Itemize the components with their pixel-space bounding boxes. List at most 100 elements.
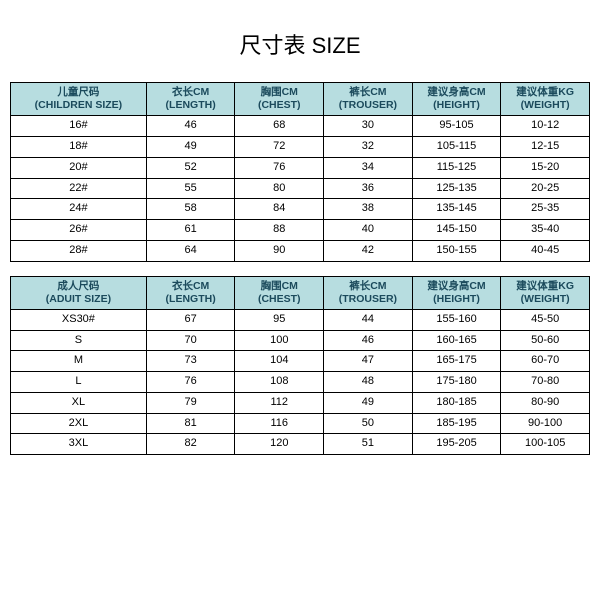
table-cell: 51: [324, 434, 413, 455]
table-row: L7610848175-18070-80: [11, 372, 590, 393]
table-cell: 84: [235, 199, 324, 220]
table-cell: 160-165: [412, 330, 501, 351]
table-cell: 90: [235, 240, 324, 261]
table-cell: 150-155: [412, 240, 501, 261]
children-tbody: 16#46683095-10510-1218#497232105-11512-1…: [11, 116, 590, 261]
table-cell: 46: [324, 330, 413, 351]
table-cell: 12-15: [501, 137, 590, 158]
table-cell: 95: [235, 309, 324, 330]
table-cell: 3XL: [11, 434, 147, 455]
page-title: 尺寸表 SIZE: [239, 28, 360, 60]
table-cell: 30: [324, 116, 413, 137]
table-cell: S: [11, 330, 147, 351]
table-cell: 80-90: [501, 392, 590, 413]
table-cell: 34: [324, 157, 413, 178]
table-row: 20#527634115-12515-20: [11, 157, 590, 178]
table-row: 26#618840145-15035-40: [11, 220, 590, 241]
table-header-row: 儿童尺码(CHILDREN SIZE) 衣长CM(LENGTH) 胸围CM(CH…: [11, 83, 590, 116]
table-row: 2XL8111650185-19590-100: [11, 413, 590, 434]
table-cell: 68: [235, 116, 324, 137]
col-weight: 建议体重KG(WEIGHT): [501, 276, 590, 309]
table-cell: 60-70: [501, 351, 590, 372]
table-cell: 79: [146, 392, 235, 413]
table-cell: 42: [324, 240, 413, 261]
table-cell: 40-45: [501, 240, 590, 261]
table-cell: 36: [324, 178, 413, 199]
table-cell: 195-205: [412, 434, 501, 455]
table-cell: 49: [324, 392, 413, 413]
table-cell: 80: [235, 178, 324, 199]
col-length: 衣长CM(LENGTH): [146, 83, 235, 116]
col-adult-size: 成人尺码(ADUIT SIZE): [11, 276, 147, 309]
table-cell: XL: [11, 392, 147, 413]
table-cell: 20-25: [501, 178, 590, 199]
col-weight: 建议体重KG(WEIGHT): [501, 83, 590, 116]
table-cell: 116: [235, 413, 324, 434]
table-cell: 67: [146, 309, 235, 330]
table-row: 24#588438135-14525-35: [11, 199, 590, 220]
table-row: XS30#679544155-16045-50: [11, 309, 590, 330]
adult-tbody: XS30#679544155-16045-50S7010046160-16550…: [11, 309, 590, 454]
table-cell: 20#: [11, 157, 147, 178]
table-cell: 81: [146, 413, 235, 434]
table-row: 22#558036125-13520-25: [11, 178, 590, 199]
table-cell: 35-40: [501, 220, 590, 241]
table-cell: XS30#: [11, 309, 147, 330]
table-cell: 120: [235, 434, 324, 455]
table-cell: 64: [146, 240, 235, 261]
table-cell: 46: [146, 116, 235, 137]
table-cell: 82: [146, 434, 235, 455]
table-cell: 165-175: [412, 351, 501, 372]
table-cell: 135-145: [412, 199, 501, 220]
table-cell: 100-105: [501, 434, 590, 455]
table-cell: 52: [146, 157, 235, 178]
table-cell: 15-20: [501, 157, 590, 178]
children-size-table: 儿童尺码(CHILDREN SIZE) 衣长CM(LENGTH) 胸围CM(CH…: [10, 82, 590, 262]
table-cell: 48: [324, 372, 413, 393]
table-cell: 115-125: [412, 157, 501, 178]
table-row: XL7911249180-18580-90: [11, 392, 590, 413]
table-cell: 28#: [11, 240, 147, 261]
table-row: 16#46683095-10510-12: [11, 116, 590, 137]
table-cell: 76: [146, 372, 235, 393]
table-cell: 155-160: [412, 309, 501, 330]
table-cell: 24#: [11, 199, 147, 220]
table-cell: 10-12: [501, 116, 590, 137]
table-cell: 95-105: [412, 116, 501, 137]
col-chest: 胸围CM(CHEST): [235, 276, 324, 309]
table-cell: 70-80: [501, 372, 590, 393]
table-cell: 175-180: [412, 372, 501, 393]
col-height: 建议身高CM(HEIGHT): [412, 83, 501, 116]
table-cell: L: [11, 372, 147, 393]
col-trouser: 裤长CM(TROUSER): [324, 276, 413, 309]
table-cell: 45-50: [501, 309, 590, 330]
table-cell: 105-115: [412, 137, 501, 158]
col-chest: 胸围CM(CHEST): [235, 83, 324, 116]
table-row: 28#649042150-15540-45: [11, 240, 590, 261]
table-header-row: 成人尺码(ADUIT SIZE) 衣长CM(LENGTH) 胸围CM(CHEST…: [11, 276, 590, 309]
table-cell: 180-185: [412, 392, 501, 413]
table-row: M7310447165-17560-70: [11, 351, 590, 372]
table-cell: 72: [235, 137, 324, 158]
table-cell: 47: [324, 351, 413, 372]
col-trouser: 裤长CM(TROUSER): [324, 83, 413, 116]
table-cell: 22#: [11, 178, 147, 199]
table-cell: 40: [324, 220, 413, 241]
table-cell: 104: [235, 351, 324, 372]
table-cell: M: [11, 351, 147, 372]
adult-size-table: 成人尺码(ADUIT SIZE) 衣长CM(LENGTH) 胸围CM(CHEST…: [10, 276, 590, 456]
table-cell: 44: [324, 309, 413, 330]
table-cell: 108: [235, 372, 324, 393]
table-cell: 70: [146, 330, 235, 351]
table-row: S7010046160-16550-60: [11, 330, 590, 351]
table-cell: 88: [235, 220, 324, 241]
col-height: 建议身高CM(HEIGHT): [412, 276, 501, 309]
table-cell: 26#: [11, 220, 147, 241]
table-cell: 61: [146, 220, 235, 241]
table-cell: 50-60: [501, 330, 590, 351]
col-children-size: 儿童尺码(CHILDREN SIZE): [11, 83, 147, 116]
table-cell: 185-195: [412, 413, 501, 434]
table-cell: 38: [324, 199, 413, 220]
table-cell: 49: [146, 137, 235, 158]
table-cell: 2XL: [11, 413, 147, 434]
